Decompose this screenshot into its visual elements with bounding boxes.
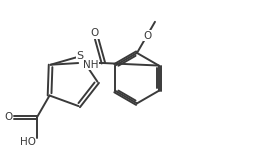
Text: O: O — [5, 112, 13, 122]
Text: O: O — [143, 31, 152, 41]
Text: S: S — [77, 51, 84, 61]
Text: NH: NH — [83, 60, 98, 70]
Text: O: O — [91, 28, 99, 38]
Text: HO: HO — [19, 137, 35, 146]
